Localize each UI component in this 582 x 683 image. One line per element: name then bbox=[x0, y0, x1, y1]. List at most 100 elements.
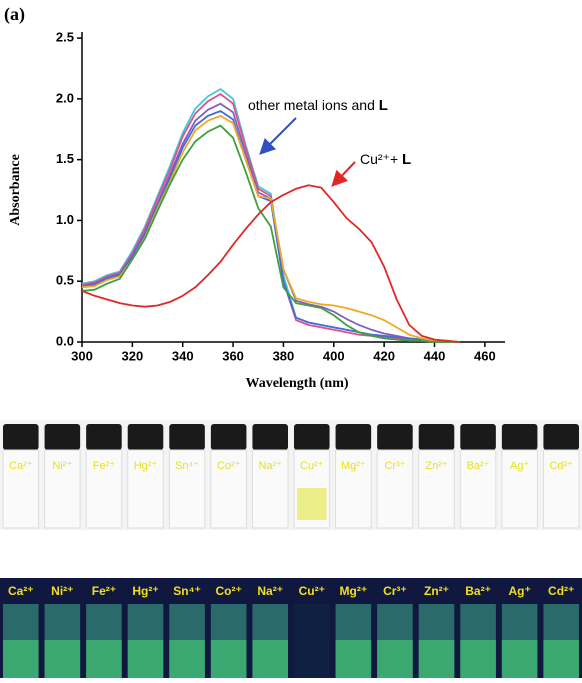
panel-label: (a) bbox=[4, 4, 25, 25]
series-line bbox=[81, 93, 460, 343]
x-axis-title: Wavelength (nm) bbox=[245, 376, 348, 391]
vial-label: Sn⁴⁺ bbox=[175, 460, 199, 472]
vial bbox=[542, 449, 580, 529]
y-tick-label: 1.0 bbox=[56, 212, 74, 227]
uv-liquid bbox=[252, 640, 288, 678]
uv-liquid bbox=[460, 640, 496, 678]
vial-cap bbox=[294, 424, 330, 450]
uv-vial-label: Cd²⁺ bbox=[548, 584, 574, 598]
series-line bbox=[81, 184, 460, 343]
uv-liquid bbox=[335, 640, 372, 678]
uv-liquid bbox=[418, 640, 455, 678]
vial bbox=[44, 449, 81, 529]
uv-liquid bbox=[44, 640, 81, 678]
y-tick-label: 2.5 bbox=[56, 30, 74, 45]
uv-liquid bbox=[210, 640, 247, 678]
uv-liquid bbox=[127, 640, 164, 678]
uv-vial-label: Zn²⁺ bbox=[424, 584, 449, 598]
vial-cap bbox=[460, 424, 496, 450]
vial-label: Fe²⁺ bbox=[93, 460, 116, 472]
uv-liquid bbox=[169, 640, 205, 678]
x-tick-label: 320 bbox=[122, 348, 144, 363]
vial bbox=[376, 449, 414, 529]
vial bbox=[168, 449, 206, 529]
y-tick-label: 1.5 bbox=[56, 151, 74, 166]
vial bbox=[335, 449, 372, 529]
annotation: Cu²⁺+ L bbox=[360, 151, 411, 168]
uv-vial-label: Mg²⁺ bbox=[340, 584, 368, 598]
x-tick-label: 420 bbox=[373, 348, 395, 363]
x-tick-label: 440 bbox=[424, 348, 446, 363]
vial-cap bbox=[543, 424, 579, 450]
vial bbox=[210, 449, 247, 529]
vial-cap bbox=[86, 424, 122, 450]
y-tick-label: 0.5 bbox=[56, 273, 74, 288]
vial-cap bbox=[377, 424, 413, 450]
uv-liquid bbox=[543, 640, 579, 678]
uv-liquid bbox=[377, 640, 413, 678]
x-tick-label: 460 bbox=[474, 348, 496, 363]
uv-vial-label: Fe²⁺ bbox=[92, 584, 116, 598]
vial bbox=[418, 449, 455, 529]
vial-cap bbox=[335, 424, 372, 450]
uv-vial-label: Hg²⁺ bbox=[132, 584, 158, 598]
vial-liquid bbox=[297, 488, 327, 520]
arrow bbox=[331, 161, 356, 187]
vial-cap bbox=[418, 424, 455, 450]
photos: Ca²⁺ Ca²⁺ Ni²⁺ Ni²⁺ Fe²⁺ Fe²⁺ Hg²⁺ Hg²⁺ Sn⁴⁺ Sn⁴⁺… bbox=[0, 420, 582, 678]
vial-label: Na²⁺ bbox=[258, 460, 282, 472]
vial-label: Mg²⁺ bbox=[341, 460, 366, 472]
vial-cap bbox=[210, 424, 247, 450]
uv-liquid bbox=[3, 640, 39, 678]
vial-label: Ni²⁺ bbox=[52, 460, 72, 472]
vial-label: Ag⁺ bbox=[510, 460, 529, 472]
y-tick-label: 2.0 bbox=[56, 90, 74, 105]
annotation-text: other metal ions and bbox=[248, 97, 375, 113]
vial-cap bbox=[169, 424, 205, 450]
arrow bbox=[259, 117, 297, 155]
uv-vial bbox=[294, 604, 330, 678]
vial bbox=[501, 449, 538, 529]
series-line bbox=[81, 88, 460, 343]
vial-cap bbox=[127, 424, 164, 450]
uv-liquid bbox=[501, 640, 538, 678]
x-tick-label: 380 bbox=[273, 348, 295, 363]
uv-vial-label: Co²⁺ bbox=[215, 584, 241, 598]
vial-cap bbox=[501, 424, 538, 450]
uv-vial-label: Ba²⁺ bbox=[465, 584, 491, 598]
vial-label: Zn²⁺ bbox=[425, 460, 448, 472]
uv-vial-label: Na²⁺ bbox=[257, 584, 283, 598]
annotation: other metal ions and L bbox=[248, 97, 388, 114]
vial-label: Ba²⁺ bbox=[467, 460, 490, 472]
vial-label: Co²⁺ bbox=[217, 460, 241, 472]
vial bbox=[459, 449, 497, 529]
vial bbox=[251, 449, 289, 529]
uv-vial-label: Cu²⁺ bbox=[299, 584, 325, 598]
annotation-emphasis: L bbox=[402, 151, 411, 168]
plot: 0.0 0.5 1.0 1.5 2.0 2.5 300 320 340 360 380 400 420 4… bbox=[56, 30, 505, 363]
x-tick-label: 360 bbox=[222, 348, 244, 363]
vial-label: Cr³⁺ bbox=[384, 460, 405, 472]
uv-vial-label: Cr³⁺ bbox=[383, 584, 407, 598]
vial-cap bbox=[3, 424, 39, 450]
annotation-text: Cu²⁺+ bbox=[360, 151, 398, 167]
vial-label: Cd²⁺ bbox=[549, 460, 573, 472]
annotation-emphasis: L bbox=[379, 97, 388, 114]
vial-label: Cu²⁺ bbox=[300, 460, 324, 472]
vial-label: Hg²⁺ bbox=[134, 460, 158, 472]
uv-vial-label: Ag⁺ bbox=[508, 584, 530, 598]
vial-cap bbox=[44, 424, 81, 450]
uv-vial-label: Ca²⁺ bbox=[8, 584, 34, 598]
vial-cap bbox=[252, 424, 288, 450]
vial bbox=[127, 449, 164, 529]
x-tick-label: 400 bbox=[323, 348, 345, 363]
vial bbox=[2, 449, 40, 529]
vial-label: Ca²⁺ bbox=[9, 460, 33, 472]
x-tick-label: 300 bbox=[71, 348, 93, 363]
series-line bbox=[81, 124, 460, 343]
x-tick-label: 340 bbox=[172, 348, 194, 363]
vial bbox=[85, 449, 123, 529]
y-axis-title: Absorbance bbox=[8, 154, 23, 226]
uv-vial-label: Ni²⁺ bbox=[51, 584, 73, 598]
